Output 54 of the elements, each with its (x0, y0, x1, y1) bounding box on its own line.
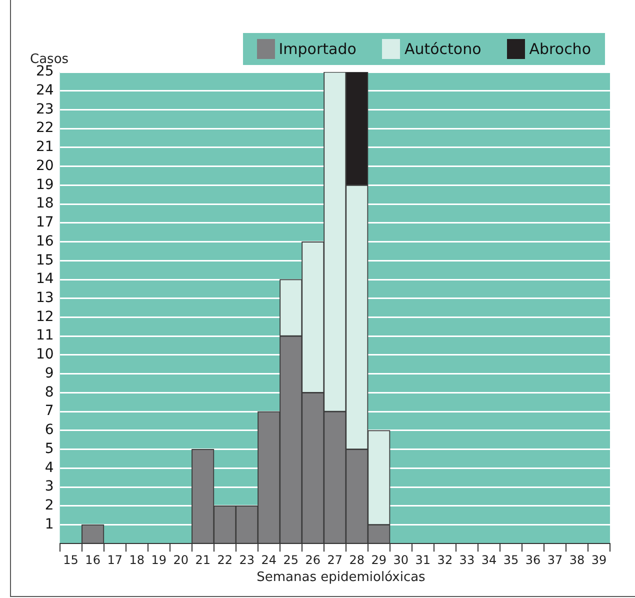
x-tick-label: 22 (217, 552, 233, 567)
x-tick-label: 33 (459, 552, 475, 567)
y-tick-label: 8 (44, 384, 54, 400)
x-tick-label: 27 (327, 552, 343, 567)
x-tick-label: 37 (547, 552, 563, 567)
x-tick-label: 31 (415, 552, 431, 567)
y-tick-label: 14 (36, 271, 54, 288)
x-tick-label: 15 (63, 552, 78, 567)
y-tick-label: 6 (44, 422, 54, 438)
y-tick-label: 9 (44, 365, 54, 382)
y-tick-label: 5 (44, 440, 54, 457)
x-tick-label: 25 (283, 552, 299, 567)
x-tick-label: 20 (173, 552, 188, 567)
y-tick-label: 23 (36, 101, 54, 118)
y-tick-label: 19 (36, 176, 54, 193)
y-tick-label: 25 (36, 64, 54, 80)
x-axis-title: Semanas epidemiolóxicas (256, 570, 426, 585)
y-tick-label: 12 (36, 308, 54, 325)
x-tick-label: 24 (261, 552, 277, 567)
x-tick-label: 35 (503, 552, 519, 567)
x-tick-label: 30 (393, 552, 409, 567)
y-tick-label: 11 (36, 328, 54, 344)
x-tick-label: 18 (129, 552, 144, 567)
y-tick-label: 4 (44, 460, 54, 476)
x-tick-label: 32 (437, 552, 453, 567)
x-tick-label: 16 (85, 552, 100, 567)
x-tick-label: 28 (349, 552, 365, 567)
y-tick-label: 16 (36, 233, 54, 250)
y-tick-label: 22 (36, 120, 54, 136)
legend-label: Importado (278, 40, 356, 58)
x-tick-label: 26 (305, 552, 321, 567)
x-tick-label: 36 (525, 552, 541, 567)
y-tick-label: 3 (44, 478, 54, 495)
x-tick-label: 34 (481, 552, 497, 567)
legend-label: Abrocho (529, 40, 591, 58)
x-tick-label: 38 (569, 552, 585, 567)
y-tick-label: 15 (36, 252, 54, 268)
x-tick-label: 29 (371, 552, 387, 567)
x-tick-label: 17 (107, 552, 122, 567)
x-tick-label: 21 (195, 552, 211, 567)
y-tick-label: 10 (36, 346, 54, 363)
x-tick-label: 23 (239, 552, 255, 567)
y-tick-label: 24 (36, 82, 54, 99)
x-tick-label: 19 (151, 552, 166, 567)
y-tick-label: 2 (44, 498, 54, 514)
x-tick-label: 39 (591, 552, 607, 567)
y-tick-label: 7 (44, 403, 54, 420)
legend-label: Autóctono (404, 40, 482, 58)
y-tick-label: 1 (44, 516, 54, 532)
y-tick-label: 18 (36, 196, 54, 212)
y-tick-label: 17 (36, 214, 54, 231)
y-tick-label: 21 (36, 139, 54, 156)
y-tick-label: 13 (36, 290, 54, 306)
y-tick-label: 20 (36, 158, 54, 174)
